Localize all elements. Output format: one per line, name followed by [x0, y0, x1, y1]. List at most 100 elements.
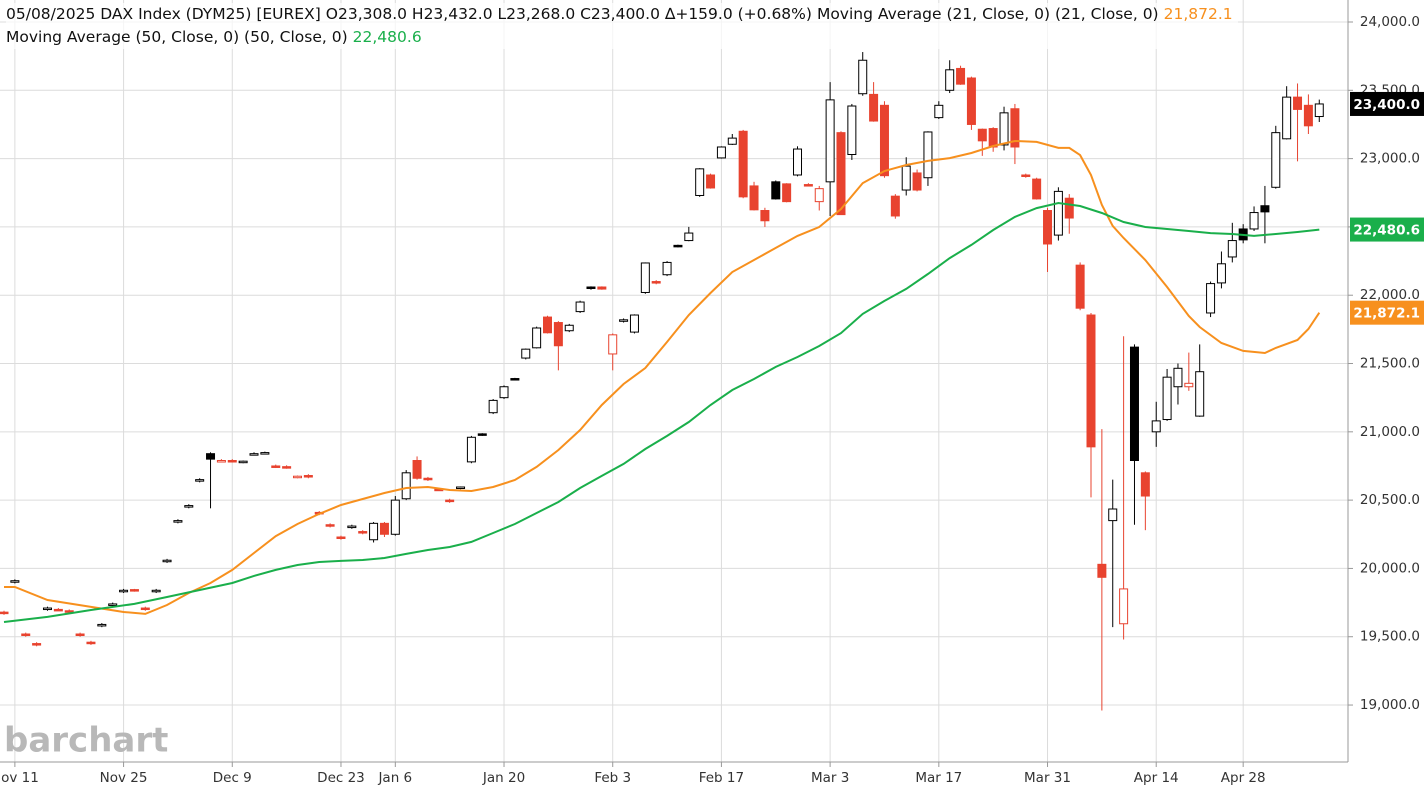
ma-badge [1350, 300, 1424, 325]
candle-body [673, 244, 683, 248]
ma-badge-label: 22,480.6 [1353, 223, 1420, 239]
candle-body [1097, 563, 1107, 578]
candle-body [651, 281, 661, 284]
ma-line [4, 139, 1321, 615]
candle-body [564, 324, 574, 332]
candle-body [162, 559, 172, 563]
candle-body [814, 188, 824, 203]
candle-body [586, 286, 596, 290]
candle-body [890, 195, 900, 217]
candle-body [303, 475, 313, 478]
candle-body [260, 452, 270, 455]
candle-body [706, 174, 716, 189]
candle-body [1129, 346, 1139, 462]
candle-body [1151, 420, 1161, 433]
candle-body [510, 378, 520, 381]
candle-body [216, 460, 226, 463]
x-tick-label: Nov 25 [100, 770, 148, 786]
candle-body [1303, 104, 1313, 127]
candle-body [271, 465, 281, 468]
price-badge-label: 23,400.0 [1353, 97, 1420, 113]
x-tick-label: Apr 28 [1221, 770, 1266, 786]
candle-body [1053, 190, 1063, 236]
candle-body [184, 505, 194, 508]
candle-body [608, 334, 618, 355]
candle-body [140, 607, 150, 611]
y-tick-label: 23,000.0 [1360, 151, 1420, 167]
change-text: ∆+159.0 (+0.68%) [664, 5, 812, 23]
candle-body [999, 112, 1009, 146]
candle-body [390, 499, 400, 535]
candle-body [195, 479, 205, 482]
price-badge [1350, 91, 1424, 116]
ma-line [3, 201, 1320, 623]
candle-body [1282, 96, 1292, 140]
candle-body [466, 436, 476, 463]
x-tick-label: Mar 17 [915, 770, 962, 786]
candle-body [956, 67, 966, 85]
candle-body [532, 327, 542, 349]
candle-body [206, 453, 216, 460]
candle-body [836, 132, 846, 216]
candle-body [1010, 108, 1020, 148]
candle-body [923, 131, 933, 179]
candle-body [695, 168, 705, 196]
x-tick-label: Jan 6 [377, 770, 412, 786]
candle-body [869, 93, 879, 122]
candle-body [684, 232, 694, 242]
candle-body [1293, 96, 1303, 110]
candle-body [716, 146, 726, 159]
candle-body [1064, 197, 1074, 219]
candle-body [543, 316, 552, 334]
candle-body [738, 130, 748, 198]
candle-body [119, 589, 129, 593]
candle-body [988, 128, 998, 148]
candle-body [423, 477, 433, 481]
y-tick-label: 24,000.0 [1360, 14, 1420, 30]
candle-body [793, 148, 803, 176]
x-tick-label: Mar 3 [811, 770, 849, 786]
candle-body [347, 525, 357, 529]
candle-body [379, 522, 389, 535]
candle-body [1140, 472, 1150, 497]
candle-body [64, 610, 74, 613]
x-tick-label: Nov 11 [0, 770, 39, 786]
y-tick-label: 20,500.0 [1360, 492, 1420, 508]
candle-body [75, 633, 85, 636]
candle-body [749, 185, 759, 211]
x-tick-label: Feb 17 [699, 770, 744, 786]
candle-body [0, 611, 9, 615]
candle-body [1314, 103, 1324, 118]
candle-body [1206, 283, 1216, 314]
candle-body [151, 589, 161, 593]
x-tick-label: Mar 31 [1024, 770, 1071, 786]
candle-body [825, 99, 835, 183]
candle-body [456, 486, 466, 490]
candle-body [727, 137, 737, 145]
x-tick-label: Apr 14 [1134, 770, 1179, 786]
candle-body [129, 589, 139, 592]
candle-body [1043, 210, 1053, 245]
candle-body [32, 643, 42, 646]
legend-name: Moving Average (50, Close, 0) (50, Close… [6, 28, 348, 46]
legend-name: Moving Average (21, Close, 0) (21, Close… [816, 5, 1159, 23]
ohlc-text: O23,308.0 H23,432.0 L23,268.0 C23,400.0 [325, 5, 660, 23]
x-tick-label: Dec 9 [213, 770, 252, 786]
candle-body [42, 607, 52, 611]
candle-body [227, 460, 237, 463]
candle-body [847, 105, 857, 156]
candle-body [488, 399, 498, 414]
y-tick-label: 19,500.0 [1360, 629, 1420, 645]
candle-body [358, 531, 368, 534]
candle-body [901, 165, 911, 191]
candle-body [1119, 588, 1129, 625]
candle-body [1108, 508, 1118, 522]
candle-body [1032, 178, 1042, 200]
candle-body [934, 104, 944, 119]
y-tick-label: 22,000.0 [1360, 287, 1420, 303]
legend-line: Moving Average (50, Close, 0) (50, Close… [6, 26, 1238, 49]
candle-body [97, 623, 107, 627]
candle-body [1021, 174, 1031, 177]
chart-title: 05/08/2025 DAX Index (DYM25) [EUREX] [6, 5, 321, 23]
